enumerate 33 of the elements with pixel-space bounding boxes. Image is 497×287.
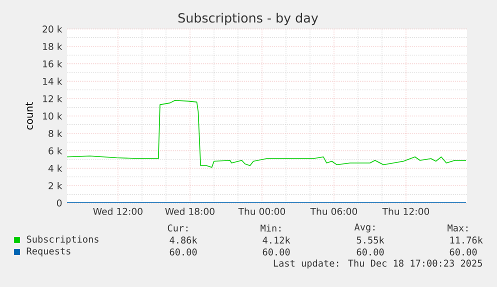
y-tick-label: 6 k [48,147,62,154]
x-tick-label: Wed 18:00 [165,208,214,215]
text: Max: [448,224,468,232]
text: Avg: [354,224,374,232]
y-tick-label: 4 k [48,164,62,172]
text: 60.00 [262,248,290,256]
text: 5.55k [356,236,384,244]
y-tick-label: 10 k [43,112,62,120]
x-tick-label: Wed 12:00 [93,208,142,215]
y-tick-label: 16 k [43,60,62,68]
legend-label: Subscriptions [26,235,98,245]
x-tick-label: Thu 06:00 [310,208,358,215]
y-tick-label: 2 k [48,182,62,190]
text: Last update: Thu Dec 18 17:00:23 2025 [274,259,482,269]
text: 11.76k [450,236,483,244]
y-tick-label: 12 k [43,95,62,102]
y-tick-label: 8 k [48,130,62,138]
text: 60.00 [170,248,197,256]
chart-title: Subscriptions - by day [178,12,318,26]
text: Cur: [168,224,188,232]
text: 60.00 [450,248,477,256]
x-tick-label: Thu 00:00 [238,208,286,215]
legend-label: Requests [26,248,70,256]
y-tick-label: 18 k [43,42,62,50]
y-tick-label: 20 k [42,25,62,33]
y-axis-title: count [26,102,33,130]
y-tick-label: 14 k [43,78,62,85]
text: 60.00 [356,248,384,256]
text: 4.12k [262,236,290,244]
text: 4.86k [170,236,198,244]
x-tick-label: Thu 12:00 [382,208,430,215]
text: Min: [260,224,280,232]
y-tick-label: 0 [56,199,62,207]
